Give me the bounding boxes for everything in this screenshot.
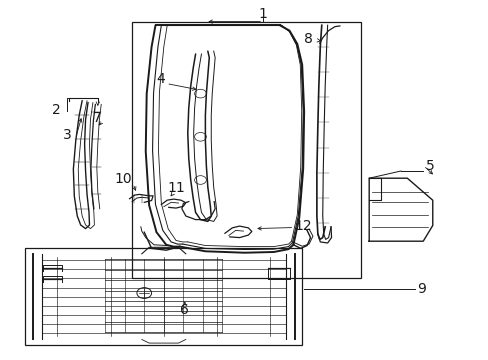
Text: 8: 8 <box>303 32 312 46</box>
Text: 9: 9 <box>416 283 425 296</box>
Text: 6: 6 <box>180 303 189 316</box>
Text: 10: 10 <box>114 172 132 186</box>
Text: 12: 12 <box>294 219 311 233</box>
Text: 3: 3 <box>63 128 72 142</box>
Text: 5: 5 <box>425 159 434 172</box>
Bar <box>132 22 360 278</box>
Text: 2: 2 <box>52 103 61 117</box>
Text: 1: 1 <box>258 7 267 21</box>
Text: 4: 4 <box>156 72 164 86</box>
Text: 7: 7 <box>92 111 101 125</box>
Bar <box>25 248 302 345</box>
Text: 11: 11 <box>167 181 184 195</box>
